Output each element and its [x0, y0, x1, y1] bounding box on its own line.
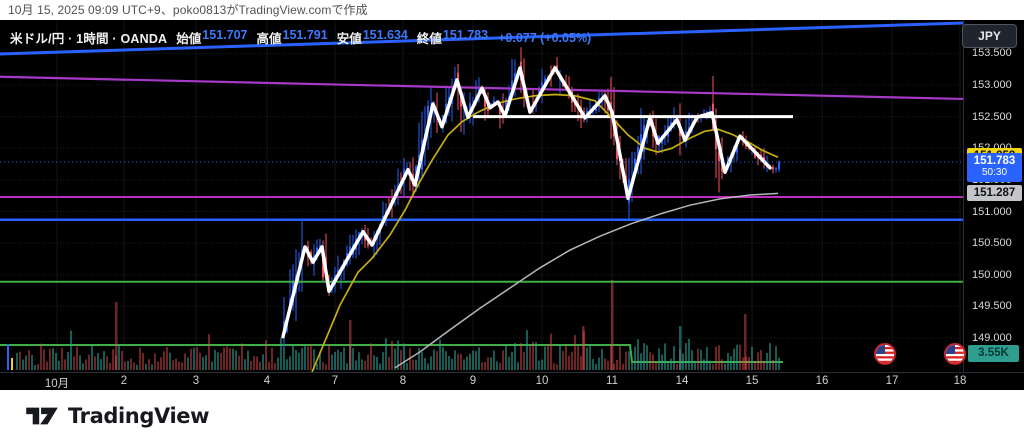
time-axis-label: 11 [606, 375, 618, 387]
time-axis-label: 14 [675, 375, 689, 387]
close-value: 終値 151.783 [416, 28, 489, 46]
price-tick-label: 153.000 [972, 79, 1012, 91]
time-axis-label: 8 [399, 375, 407, 387]
bar-countdown: 50:30 [981, 166, 1008, 178]
moving-average-gray [394, 192, 779, 369]
price-tick-label: 149.500 [972, 300, 1012, 313]
tradingview-logo-icon [26, 407, 58, 424]
price-tick-label: 150.000 [972, 268, 1012, 281]
blue-ascending-trendline [0, 21, 963, 56]
ma-gray-price-badge: 151.287 [967, 185, 1022, 202]
economic-event-us-flag-icon[interactable] [944, 343, 966, 365]
change-value: +0.077 (+0.05%) [498, 30, 592, 45]
tradingview-logo-text: TradingView [68, 403, 210, 428]
symbol-title: 米ドル/円 · 1時間 · OANDA [10, 32, 168, 46]
price-tick-label: 152.500 [972, 110, 1012, 123]
time-axis-label: 10 [535, 375, 549, 387]
open-value: 始値 151.707 [176, 28, 248, 46]
price-tick-label: 150.500 [972, 237, 1012, 250]
time-axis-label: 16 [815, 375, 829, 387]
moving-average-yellow [311, 93, 779, 372]
attribution-text: 10月 15, 2025 09:09 UTC+9、poko0813がTradin… [8, 3, 368, 17]
last-price-badge: 151.783 50:30 [967, 152, 1022, 182]
time-axis-label: 15 [745, 375, 759, 387]
economic-event-us-flag-icon[interactable] [874, 343, 896, 365]
time-axis[interactable]: 10月 2 3 4 7 8 9 10 11 14 15 16 17 18 [0, 372, 1024, 390]
time-axis-label: 3 [192, 375, 200, 387]
time-axis-label: 2 [120, 375, 128, 387]
low-value: 安値 151.634 [336, 28, 408, 46]
time-axis-label: 17 [885, 375, 899, 387]
currency-unit-button[interactable]: JPY [962, 24, 1017, 48]
time-axis-label: 7 [331, 375, 339, 387]
zigzag-indicator [281, 66, 772, 339]
footer-bar: TradingView [0, 390, 1024, 441]
volume-layer [7, 280, 780, 370]
time-axis-label: 9 [469, 375, 477, 387]
price-tick-label: 153.500 [972, 47, 1012, 60]
chart-canvas[interactable] [0, 20, 963, 372]
chart-area[interactable]: 米ドル/円 · 1時間 · OANDA 始値 151.707 高値 151.791 … [0, 20, 1024, 390]
high-value: 高値 151.791 [256, 28, 328, 46]
attribution-bar: 10月 15, 2025 09:09 UTC+9、poko0813がTradin… [0, 0, 1024, 20]
time-axis-label: 4 [263, 375, 271, 387]
us-flag-icon [946, 345, 964, 363]
price-tick-label: 149.000 [972, 332, 1012, 344]
volume-badge: 3.55K [968, 345, 1019, 362]
tradingview-logo[interactable]: TradingView [25, 403, 209, 429]
time-axis-label: 10月 [44, 378, 70, 390]
time-axis-label: 18 [953, 375, 967, 387]
price-axis[interactable]: 149.000149.500150.000150.500151.000151.5… [963, 20, 1024, 372]
price-tick-label: 151.000 [972, 205, 1012, 218]
us-flag-icon [876, 345, 894, 363]
symbol-ohlc-header: 米ドル/円 · 1時間 · OANDA 始値 151.707 高値 151.791 … [10, 28, 591, 47]
